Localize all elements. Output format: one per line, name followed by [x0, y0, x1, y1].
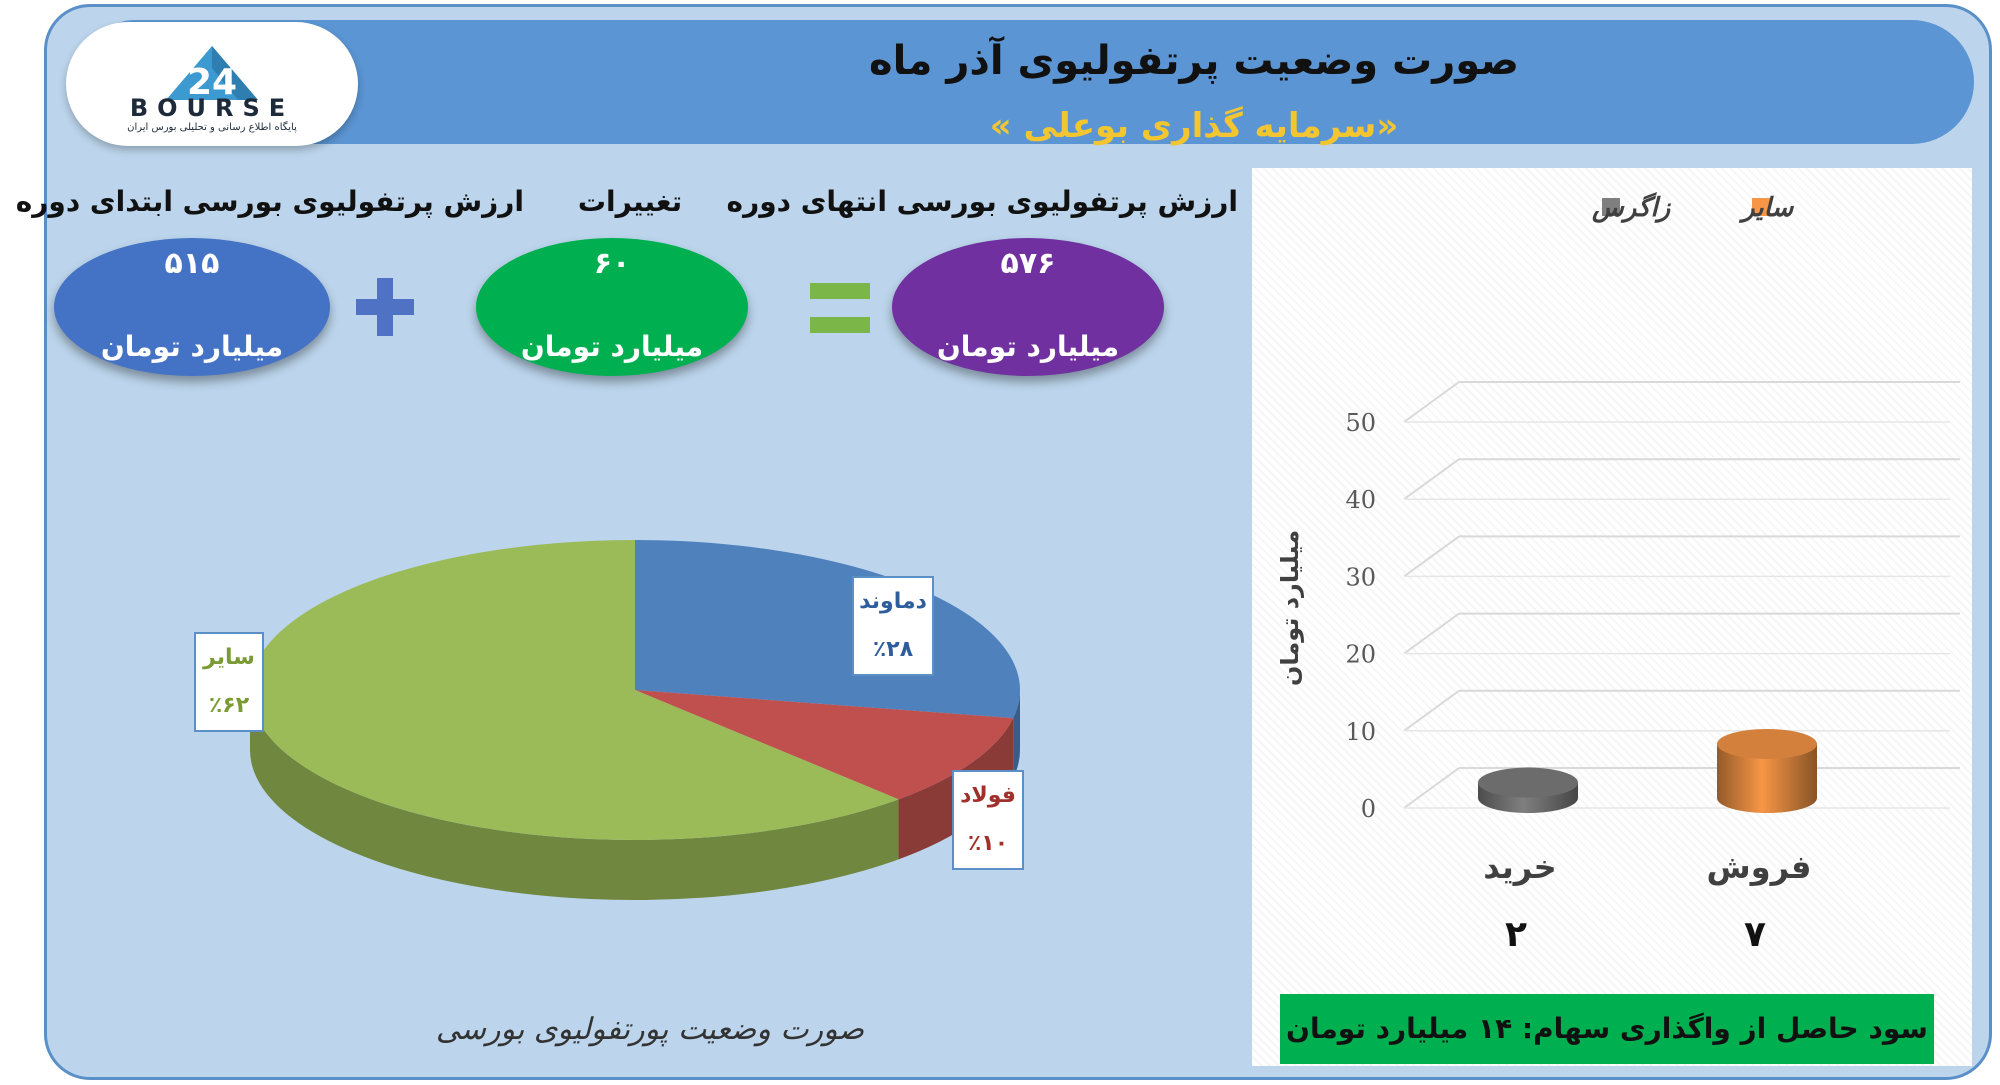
profit-banner: سود حاصل از واگذاری سهام: ۱۴ میلیارد توم… — [1280, 994, 1934, 1064]
pie-label-0: دماوند ٪۲۸ — [852, 576, 934, 676]
x-category-label: فروش — [1707, 848, 1812, 886]
end-value-unit: میلیارد تومان — [936, 330, 1120, 363]
bar-top — [1717, 728, 1817, 759]
end-value-label: ارزش پرتفولیوی بورسی انتهای دوره — [726, 185, 1238, 218]
start-value-ellipse: ۵۱۵ میلیارد تومان — [54, 238, 330, 376]
pie-label-2: سایر ٪۶۲ — [194, 632, 264, 732]
trade-chart-panel: 0 10 20 30 40 50 میلیارد تومان سایر زاگرس خرید ۲ فر… — [1252, 168, 1972, 1066]
y-tick-label: 40 — [1345, 486, 1376, 514]
bar-value-label: ۲ — [1505, 914, 1527, 955]
page-title: صورت وضعیت پرتفولیوی آذر ماه — [869, 38, 1519, 84]
pie-slice-0 — [635, 540, 1020, 719]
legend-swatch — [1752, 198, 1770, 216]
bar-1 — [1717, 728, 1817, 813]
gridline-side — [1403, 612, 1460, 655]
pie-label-name: فولاد — [960, 783, 1016, 808]
gridline-side — [1403, 689, 1460, 732]
x-category-label: خرید — [1483, 848, 1556, 886]
plus-icon — [356, 278, 414, 336]
gridline-side — [1403, 767, 1460, 809]
y-tick-label: 20 — [1345, 641, 1376, 669]
end-value-ellipse: ۵۷۶ میلیارد تومان — [892, 238, 1164, 376]
equals-icon — [810, 283, 870, 335]
changes-unit: میلیارد تومان — [520, 330, 704, 363]
y-tick-label: 0 — [1361, 795, 1376, 823]
start-value-label: ارزش پرتفولیوی بورسی ابتدای دوره — [15, 185, 524, 218]
logo-text: BOURSE — [129, 94, 295, 122]
header-bar: صورت وضعیت پرتفولیوی آذر ماه «سرمایه گذا… — [74, 20, 1974, 146]
y-tick-label: 10 — [1345, 718, 1376, 746]
pie-slice-2 — [250, 540, 899, 840]
legend-label: سایر — [1738, 193, 1795, 223]
y-tick-label: 50 — [1345, 409, 1376, 437]
bourse-logo: 24 BOURSE پایگاه اطلاع رسانی و تحلیلی بو… — [66, 22, 358, 146]
gridline-side — [1403, 458, 1460, 501]
logo-mark-icon: 24 — [166, 46, 258, 103]
pie-label-name: دماوند — [859, 589, 927, 614]
y-axis-title: میلیارد تومان — [1276, 530, 1304, 686]
pie-label-value: ٪۱۰ — [967, 831, 1009, 856]
pie-slice-1 — [635, 690, 1014, 800]
pie-side-2 — [250, 690, 899, 900]
legend-label: زاگرس — [1591, 191, 1672, 223]
changes-value: ۶۰ — [593, 246, 631, 281]
bar-value-label: ۷ — [1744, 914, 1766, 955]
logo-tagline: پایگاه اطلاع رسانی و تحلیلی بورس ایران — [127, 122, 297, 133]
start-value-unit: میلیارد تومان — [100, 330, 284, 363]
pie-caption: صورت وضعیت پورتفولیوی بورسی — [435, 1012, 865, 1047]
end-value: ۵۷۶ — [1000, 246, 1056, 281]
bar-body — [1717, 743, 1817, 813]
pie-label-1: فولاد ٪۱۰ — [952, 770, 1024, 870]
pie-side-0 — [1013, 690, 1020, 779]
changes-label: تغییرات — [577, 185, 683, 218]
page-subtitle: «سرمایه گذاری بوعلی » — [989, 106, 1399, 146]
pie-label-value: ٪۶۲ — [208, 693, 250, 718]
start-value: ۵۱۵ — [164, 246, 220, 281]
gridline-side — [1403, 535, 1460, 578]
bar-0 — [1478, 767, 1578, 813]
y-tick-label: 30 — [1345, 563, 1376, 591]
svg-text:24: 24 — [187, 62, 237, 103]
trade-bar-chart: 0 10 20 30 40 50 میلیارد تومان سایر زاگرس خرید ۲ فر… — [1276, 191, 1960, 955]
gridline-side — [1403, 381, 1460, 423]
pie-label-name: سایر — [203, 645, 255, 670]
legend-swatch — [1602, 198, 1620, 216]
pie-label-value: ٪۲۸ — [872, 637, 914, 662]
changes-ellipse: ۶۰ میلیارد تومان — [476, 238, 748, 376]
bar-top — [1478, 767, 1578, 798]
